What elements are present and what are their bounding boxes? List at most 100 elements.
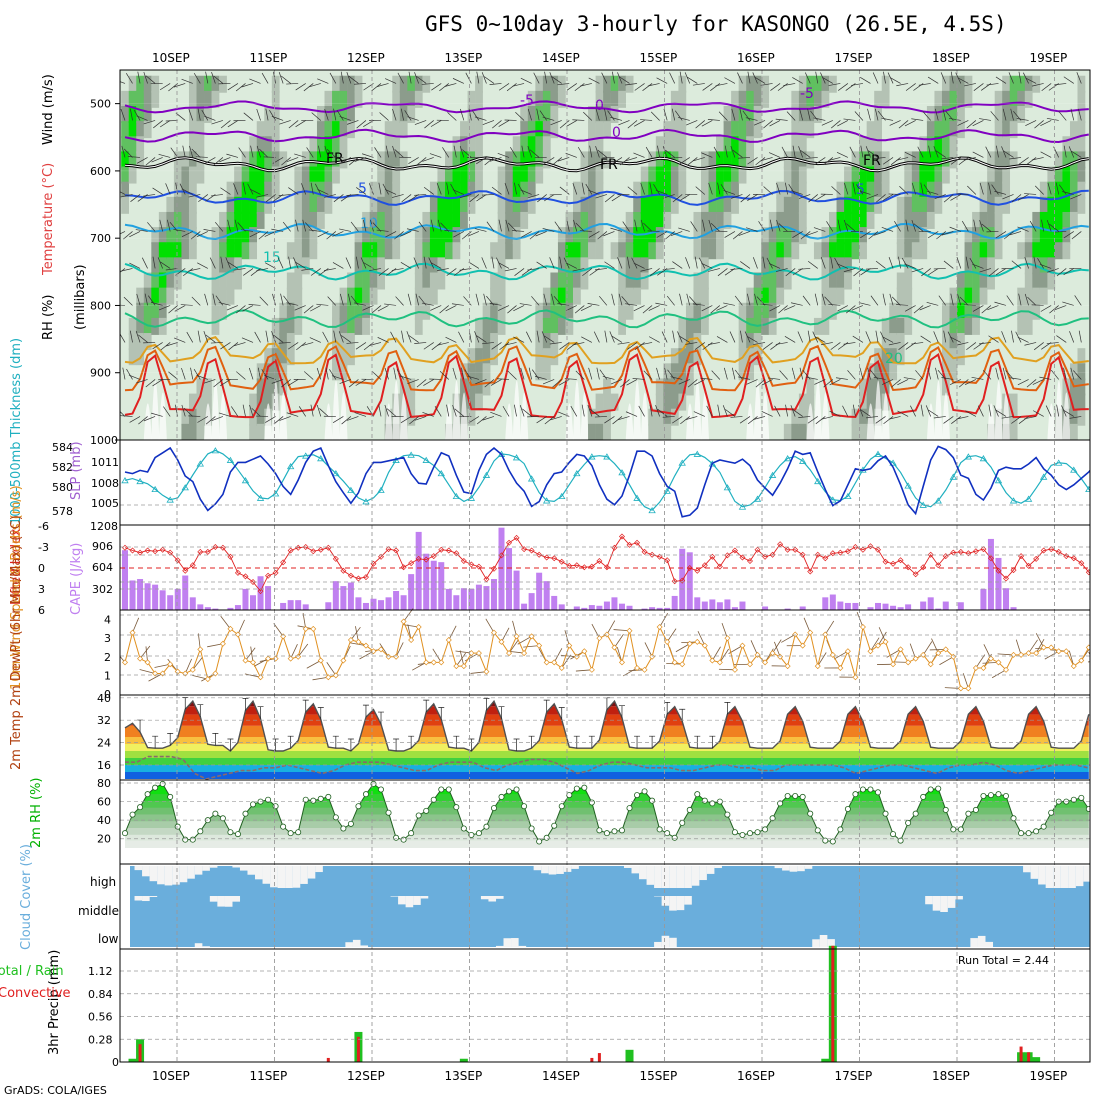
cape-bar <box>649 607 656 610</box>
rh-cell <box>166 242 175 260</box>
rh2m-point <box>927 786 934 793</box>
cloud-mid-gap <box>134 896 143 901</box>
wind-barb <box>346 416 359 421</box>
rh-cell <box>957 287 965 305</box>
rh-cell <box>181 423 190 440</box>
wind-barb <box>416 379 427 388</box>
cloud-high-gap <box>194 866 203 875</box>
wind-barb <box>565 305 577 312</box>
rh-cell <box>655 136 664 154</box>
rh-cell <box>595 136 604 154</box>
wind10m-point <box>679 661 686 668</box>
rh-cell <box>354 227 363 245</box>
rh-cell <box>414 317 423 335</box>
rh2m-point <box>310 797 317 804</box>
wind-barb <box>231 406 239 417</box>
rh-cell <box>798 136 807 154</box>
wind-barb <box>604 330 608 343</box>
wind-barb <box>634 219 638 232</box>
rh-cell <box>392 227 401 245</box>
wind-barb <box>391 194 404 198</box>
rh2m-point <box>362 791 369 798</box>
rh-cell <box>362 257 370 275</box>
wind-barb <box>716 336 728 343</box>
rh-cell <box>678 348 687 366</box>
rh-cell <box>836 181 845 199</box>
wind10m-barb <box>432 648 442 663</box>
wind10m-barb <box>244 673 261 678</box>
rh-dry-plume <box>866 403 875 440</box>
wind10m-point <box>204 676 211 683</box>
rh-cell <box>693 302 702 320</box>
wind-barb <box>173 337 186 343</box>
isotherm--5 <box>124 100 1089 114</box>
wind10m-point <box>1033 650 1040 657</box>
rh-cell <box>738 121 747 139</box>
rh-cell <box>535 317 544 335</box>
rh-cell <box>603 121 611 139</box>
wind-barb <box>201 109 209 121</box>
date-label-bottom: 16SEP <box>737 1069 775 1083</box>
wind-barb <box>1063 409 1074 417</box>
rh-cell <box>414 257 423 275</box>
rh-cell <box>1062 181 1071 199</box>
rh2m-point <box>792 793 799 800</box>
wind-barb <box>378 182 382 195</box>
rh-cell <box>444 181 453 199</box>
wind-barb <box>528 367 532 380</box>
rh-cell <box>196 166 205 184</box>
rh-cell <box>701 257 709 275</box>
wind-barb <box>390 331 397 343</box>
rh-cell <box>595 121 604 139</box>
wind10m-point <box>317 657 324 664</box>
rh-cell <box>339 106 348 123</box>
wind-barb <box>340 71 344 84</box>
wind-barb <box>392 145 397 158</box>
wind-barb <box>439 83 450 92</box>
li-point <box>603 564 610 571</box>
wind10m-barb <box>939 656 954 666</box>
rh-cell <box>640 211 649 229</box>
rh-cell <box>753 106 762 123</box>
wind-barb <box>324 108 329 121</box>
footer-credit: GrADS: COLA/IGES <box>4 1084 107 1097</box>
precip-legend-total: Total / Rain <box>0 964 64 979</box>
rh-cell <box>369 242 378 260</box>
rh-cell <box>279 302 288 320</box>
rh-cell <box>249 393 258 411</box>
date-label-top: 19SEP <box>1030 51 1068 65</box>
wind-barb <box>225 257 231 269</box>
wind-barb <box>979 219 984 232</box>
rh-cell <box>716 166 724 184</box>
wind10m-point <box>137 655 144 662</box>
wind-barb <box>250 268 261 276</box>
isotherm-0 <box>124 128 1089 144</box>
wind-barb <box>1011 330 1014 343</box>
rh-cell <box>1047 242 1056 260</box>
wind-barb <box>589 408 600 417</box>
li-point <box>641 548 648 555</box>
rh-cell <box>1002 106 1011 123</box>
rh-cell <box>821 272 830 290</box>
rh-cell <box>362 227 370 245</box>
rh-cell <box>904 166 913 184</box>
rh-cell <box>595 75 604 93</box>
rh-cell <box>791 242 800 260</box>
rh-cell <box>874 151 882 169</box>
rh-cell <box>776 242 785 260</box>
wind-barb <box>1062 191 1074 195</box>
cape-bar <box>1010 607 1017 610</box>
wind-barb <box>1031 83 1044 87</box>
rh-cell <box>919 181 928 199</box>
wind10m-point <box>1025 650 1032 657</box>
rh-cell <box>1062 227 1071 245</box>
wind10m-point <box>709 657 716 664</box>
rh-cell <box>851 181 860 199</box>
wind-barb <box>408 194 419 202</box>
wind-barb <box>327 296 337 306</box>
rh2m-point <box>423 807 430 814</box>
wind-barb <box>423 256 427 269</box>
wind-barb <box>491 186 502 195</box>
wind-barb <box>416 76 427 84</box>
rh-cell <box>994 242 1003 260</box>
